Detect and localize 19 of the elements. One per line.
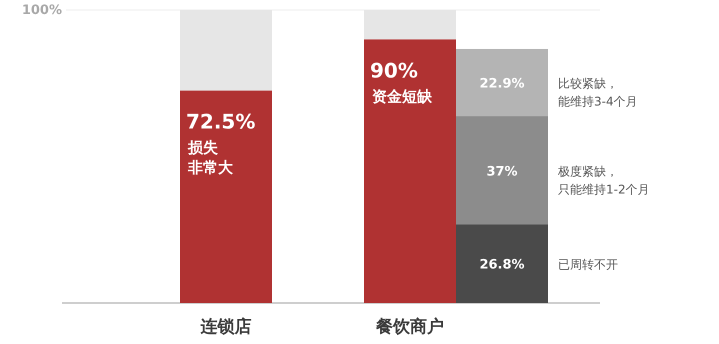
x-tick-label: 连锁店 (200, 317, 252, 337)
ref-line-label: 100% (22, 3, 62, 18)
bar (456, 116, 548, 224)
series-label: 已周转不开 (558, 258, 618, 272)
data-label: 37% (486, 164, 518, 180)
bar (364, 39, 456, 303)
bar (456, 224, 548, 303)
series-label: 比较紧缺，能维持3-4个月 (558, 76, 638, 109)
data-label: 72.5% (186, 110, 256, 134)
bar (180, 90, 272, 303)
annotation: 资金短缺 (372, 87, 433, 106)
series-label: 极度紧缺，只能维持1-2个月 (557, 164, 650, 196)
bar (456, 48, 548, 116)
annotation: 非常大 (187, 158, 234, 177)
annotation: 损失 (187, 138, 218, 157)
x-tick-label: 餐饮商户 (375, 317, 444, 337)
data-label: 22.9% (479, 76, 525, 92)
data-label: 90% (370, 58, 418, 82)
data-label: 26.8% (479, 258, 525, 273)
